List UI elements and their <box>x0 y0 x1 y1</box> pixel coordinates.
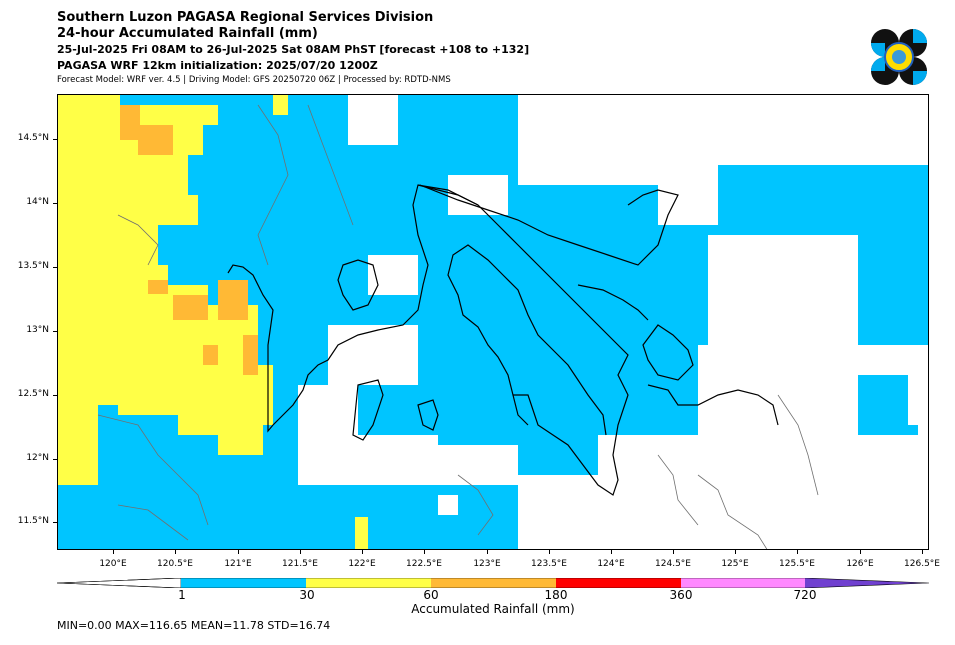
axis-tick <box>238 550 239 554</box>
lon-label: 121°E <box>224 559 252 569</box>
map-title: Southern Luzon PAGASA Regional Services … <box>57 10 434 25</box>
lon-label: 120°E <box>99 559 127 569</box>
axis-tick <box>53 331 57 332</box>
lat-label: 13°N <box>26 325 49 335</box>
lon-label: 124.5°E <box>655 559 691 569</box>
rainfall-map[interactable] <box>57 94 929 550</box>
axis-tick <box>860 550 861 554</box>
axis-tick <box>797 550 798 554</box>
axis-tick <box>53 459 57 460</box>
pagasa-logo-icon <box>869 27 929 87</box>
lon-label: 126°E <box>846 559 874 569</box>
axis-tick <box>300 550 301 554</box>
axis-tick <box>922 550 923 554</box>
coastline <box>227 184 779 496</box>
axis-tick <box>362 550 363 554</box>
colorbar-label: 60 <box>423 588 439 602</box>
axis-tick <box>53 203 57 204</box>
colorbar-title: Accumulated Rainfall (mm) <box>411 602 575 616</box>
colorbar-label: 30 <box>299 588 315 602</box>
axis-tick <box>735 550 736 554</box>
no-rain-area <box>298 95 928 549</box>
lat-label: 12°N <box>26 453 49 463</box>
axis-tick <box>424 550 425 554</box>
lon-label: 122°E <box>348 559 376 569</box>
lat-label: 11.5°N <box>17 516 49 526</box>
lon-label: 125°E <box>721 559 749 569</box>
lat-label: 13.5°N <box>17 261 49 271</box>
colorbar <box>57 578 929 588</box>
statistics-line: MIN=0.00 MAX=116.65 MEAN=11.78 STD=16.74 <box>57 619 331 632</box>
axis-tick <box>549 550 550 554</box>
axis-tick <box>487 550 488 554</box>
axis-tick <box>53 267 57 268</box>
lon-label: 126.5°E <box>904 559 940 569</box>
axis-tick <box>673 550 674 554</box>
rain-60-180-area <box>120 105 258 375</box>
axis-tick <box>175 550 176 554</box>
map-subtitle: 24-hour Accumulated Rainfall (mm) <box>57 26 318 41</box>
minor-coastline <box>97 104 819 549</box>
model-initialization: PAGASA WRF 12km initialization: 2025/07/… <box>57 59 378 72</box>
colorbar-label: 180 <box>544 588 568 602</box>
lon-label: 125.5°E <box>779 559 815 569</box>
lat-label: 14.5°N <box>17 133 49 143</box>
lon-label: 124°E <box>597 559 625 569</box>
colorbar-label: 360 <box>669 588 693 602</box>
axis-tick <box>53 395 57 396</box>
colorbar-label: 1 <box>178 588 186 602</box>
lon-label: 120.5°E <box>157 559 193 569</box>
lon-label: 121.5°E <box>282 559 318 569</box>
axis-tick <box>113 550 114 554</box>
lat-label: 12.5°N <box>17 389 49 399</box>
model-info: Forecast Model: WRF ver. 4.5 | Driving M… <box>57 75 451 85</box>
forecast-period: 25-Jul-2025 Fri 08AM to 26-Jul-2025 Sat … <box>57 43 530 56</box>
lon-label: 123°E <box>473 559 501 569</box>
axis-tick <box>611 550 612 554</box>
lon-label: 122.5°E <box>406 559 442 569</box>
lon-label: 123.5°E <box>531 559 567 569</box>
axis-tick <box>53 522 57 523</box>
axis-tick <box>53 139 57 140</box>
colorbar-label: 720 <box>793 588 817 602</box>
lat-label: 14°N <box>26 197 49 207</box>
